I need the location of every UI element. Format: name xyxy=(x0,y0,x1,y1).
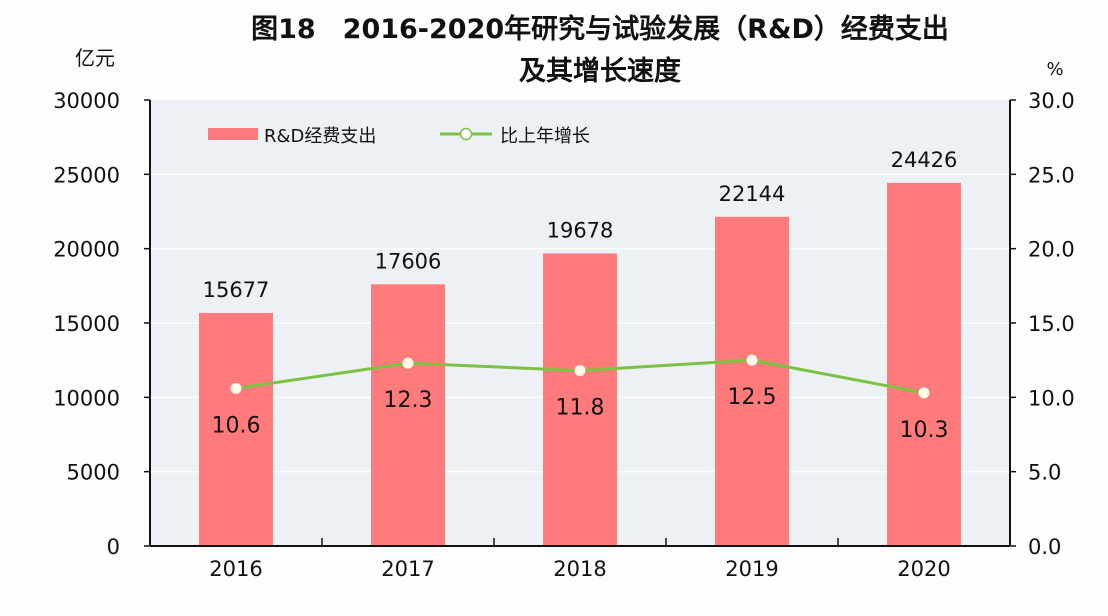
bar-value-label: 15677 xyxy=(203,278,270,302)
left-tick-label: 15000 xyxy=(53,312,120,336)
growth-value-label: 12.5 xyxy=(728,385,777,410)
right-tick-label: 5.0 xyxy=(1028,461,1061,485)
legend-line-label: 比上年增长 xyxy=(500,126,590,147)
x-tick-label: 2018 xyxy=(553,557,606,581)
growth-value-label: 11.8 xyxy=(556,396,605,421)
x-tick-label: 2017 xyxy=(381,557,434,581)
bar-value-label: 22144 xyxy=(719,182,786,206)
legend-bar-label: R&D经费支出 xyxy=(264,126,376,147)
chart-title-line1: 图18 2016-2020年研究与试验发展（R&D）经费支出 xyxy=(251,13,949,45)
growth-value-label: 12.3 xyxy=(384,388,433,413)
x-tick-label: 2019 xyxy=(725,557,778,581)
right-tick-label: 15.0 xyxy=(1028,312,1075,336)
right-axis-unit: % xyxy=(1046,59,1063,80)
right-tick-label: 25.0 xyxy=(1028,163,1075,187)
left-tick-label: 20000 xyxy=(53,238,120,262)
bar xyxy=(887,182,961,546)
growth-marker xyxy=(918,387,930,399)
left-tick-label: 5000 xyxy=(67,461,120,485)
x-tick-label: 2016 xyxy=(209,557,262,581)
bar xyxy=(543,253,617,546)
bar-value-label: 24426 xyxy=(891,148,958,172)
legend-line-marker xyxy=(459,127,473,141)
right-tick-label: 0.0 xyxy=(1028,535,1061,559)
x-tick-label: 2020 xyxy=(897,557,950,581)
growth-marker xyxy=(574,365,586,377)
growth-marker xyxy=(402,357,414,369)
left-tick-label: 25000 xyxy=(53,163,120,187)
right-tick-label: 20.0 xyxy=(1028,238,1075,262)
chart-title-line2: 及其增长速度 xyxy=(519,55,681,87)
growth-value-label: 10.6 xyxy=(212,413,261,438)
left-tick-label: 30000 xyxy=(53,89,120,113)
bar-value-label: 19678 xyxy=(547,218,614,242)
right-tick-label: 10.0 xyxy=(1028,386,1075,410)
growth-marker xyxy=(230,382,242,394)
bar-value-label: 17606 xyxy=(375,249,442,273)
growth-marker xyxy=(746,354,758,366)
bar xyxy=(715,216,789,546)
bar xyxy=(371,284,445,546)
legend: R&D经费支出 比上年增长 xyxy=(208,126,590,147)
legend-bar-swatch xyxy=(208,128,258,140)
left-tick-label: 10000 xyxy=(53,386,120,410)
growth-value-label: 10.3 xyxy=(900,418,949,443)
left-tick-label: 0 xyxy=(107,535,120,559)
right-tick-label: 30.0 xyxy=(1028,89,1075,113)
bar xyxy=(199,312,273,546)
left-axis-unit: 亿元 xyxy=(75,46,115,70)
